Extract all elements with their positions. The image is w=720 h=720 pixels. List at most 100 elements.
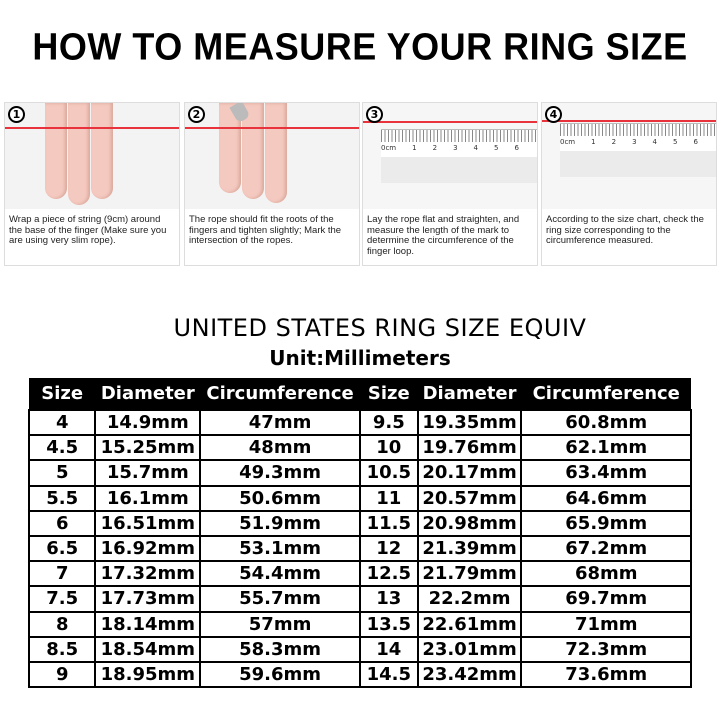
table-cell: 5: [27, 459, 97, 487]
table-cell: 20.98mm: [416, 509, 523, 537]
table-row: 4.5 15.25mm 48mm 10 19.76mm 62.1mm: [27, 434, 692, 462]
table-cell: 13: [358, 585, 419, 613]
table-cell: 4.5: [27, 434, 97, 462]
table-cell: 16.1mm: [94, 484, 202, 512]
table-cell: 20.57mm: [416, 484, 523, 512]
table-cell: 71mm: [520, 610, 692, 638]
table-cell: 16.92mm: [94, 534, 202, 563]
table-cell: 19.76mm: [416, 434, 523, 462]
table-cell: 23.01mm: [416, 635, 523, 663]
table-cell: 16.51mm: [94, 509, 202, 537]
table-cell: 14.5: [358, 660, 419, 689]
table-cell: 10.5: [358, 459, 419, 487]
table-cell: 48mm: [199, 434, 361, 462]
table-cell: 62.1mm: [520, 434, 692, 462]
table-cell: 22.2mm: [416, 585, 523, 613]
table-row: 8 18.14mm 57mm 13.5 22.61mm 71mm: [27, 610, 692, 638]
table-cell: 18.95mm: [94, 660, 202, 689]
table-cell: 17.32mm: [94, 560, 202, 588]
step-text: The rope should fit the roots of the fin…: [189, 214, 342, 246]
table-cell: 54.4mm: [199, 560, 361, 588]
table-row: 7.5 17.73mm 55.7mm 13 22.2mm 69.7mm: [27, 585, 692, 613]
step-text: According to the size chart, check the r…: [546, 214, 704, 246]
hand-photo: [5, 103, 179, 209]
table-cell: 14: [358, 635, 419, 663]
table-cell: 53.1mm: [199, 534, 361, 563]
step-panel-4: 0cm 1 2 3 4 5 6 4 According to the size chart,…: [541, 102, 717, 266]
table-cell: 49.3mm: [199, 459, 361, 487]
column-header: Circumference: [200, 378, 360, 410]
table-cell: 21.79mm: [416, 560, 523, 588]
chart-title: UNITED STATES RING SIZE EQUIV: [173, 314, 587, 342]
step-number: 3: [366, 106, 383, 123]
table-cell: 55.7mm: [199, 585, 361, 613]
table-cell: 4: [27, 408, 97, 437]
table-cell: 23.42mm: [416, 660, 523, 689]
ruler: 0cm 1 2 3 4 5 6: [560, 123, 716, 151]
rope: [363, 121, 537, 123]
step-number: 4: [545, 106, 562, 123]
table-cell: 69.7mm: [520, 585, 692, 613]
column-header: Diameter: [417, 378, 522, 410]
table-cell: 21.39mm: [416, 534, 523, 563]
table-row: 6 16.51mm 51.9mm 11.5 20.98mm 65.9mm: [27, 509, 692, 537]
table-cell: 68mm: [520, 560, 692, 588]
table-cell: 8.5: [27, 635, 97, 663]
step-number: 1: [8, 106, 25, 123]
table-cell: 59.6mm: [199, 660, 361, 689]
ruler-photo: 0cm 1 2 3 4 5 6: [363, 103, 537, 209]
column-header: Size: [29, 378, 96, 410]
table-cell: 12: [358, 534, 419, 563]
table-cell: 6.5: [27, 534, 97, 563]
table-cell: 18.54mm: [94, 635, 202, 663]
table-cell: 47mm: [199, 408, 361, 437]
rope: [542, 120, 716, 122]
table-cell: 10: [358, 434, 419, 462]
table-cell: 6: [27, 509, 97, 537]
table-row: 9 18.95mm 59.6mm 14.5 23.42mm 73.6mm: [27, 660, 692, 689]
table-cell: 9.5: [358, 408, 419, 437]
step-number: 2: [188, 106, 205, 123]
table-cell: 20.17mm: [416, 459, 523, 487]
table-cell: 72.3mm: [520, 635, 692, 663]
table-cell: 11: [358, 484, 419, 512]
table-cell: 51.9mm: [199, 509, 361, 537]
column-header: Size: [359, 378, 418, 410]
table-cell: 7.5: [27, 585, 97, 613]
table-cell: 18.14mm: [94, 610, 202, 638]
step-text: Wrap a piece of string (9cm) around the …: [9, 214, 167, 246]
step-panel-1: 1 Wrap a piece of string (9cm) around th…: [4, 102, 180, 266]
table-row: 6.5 16.92mm 53.1mm 12 21.39mm 67.2mm: [27, 534, 692, 563]
table-row: 4 14.9mm 47mm 9.5 19.35mm 60.8mm: [27, 408, 692, 437]
table-cell: 64.6mm: [520, 484, 692, 512]
table-cell: 63.4mm: [520, 459, 692, 487]
table-row: 7 17.32mm 54.4mm 12.5 21.79mm 68mm: [27, 560, 692, 588]
table-cell: 67.2mm: [520, 534, 692, 563]
table-cell: 22.61mm: [416, 610, 523, 638]
ring-size-table: Size Diameter Circumference Size Diameter Cir…: [27, 378, 692, 689]
rope: [185, 127, 359, 129]
table-cell: 13.5: [358, 610, 419, 638]
table-cell: 57mm: [199, 610, 361, 638]
table-cell: 50.6mm: [199, 484, 361, 512]
table-header: Size Diameter Circumference Size Diameter Cir…: [29, 378, 691, 410]
step-text: Lay the rope flat and straighten, and me…: [367, 214, 520, 257]
ruler-photo: 0cm 1 2 3 4 5 6: [542, 103, 716, 209]
table-cell: 5.5: [27, 484, 97, 512]
table-cell: 9: [27, 660, 97, 689]
step-panel-3: 0cm 1 2 3 4 5 6 3 Lay the rope flat and straig…: [362, 102, 538, 266]
table-cell: 7: [27, 560, 97, 588]
table-row: 8.5 18.54mm 58.3mm 14 23.01mm 72.3mm: [27, 635, 692, 663]
table-cell: 8: [27, 610, 97, 638]
table-row: 5.5 16.1mm 50.6mm 11 20.57mm 64.6mm: [27, 484, 692, 512]
table-cell: 15.25mm: [94, 434, 202, 462]
ruler: 0cm 1 2 3 4 5 6: [381, 129, 537, 157]
table-cell: 11.5: [358, 509, 419, 537]
step-panel-2: 2 The rope should fit the roots of the f…: [184, 102, 360, 266]
table-row: 5 15.7mm 49.3mm 10.5 20.17mm 63.4mm: [27, 459, 692, 487]
table-cell: 19.35mm: [416, 408, 523, 437]
table-cell: 73.6mm: [520, 660, 692, 689]
rope: [5, 127, 179, 129]
table-cell: 17.73mm: [94, 585, 202, 613]
table-cell: 60.8mm: [520, 408, 692, 437]
